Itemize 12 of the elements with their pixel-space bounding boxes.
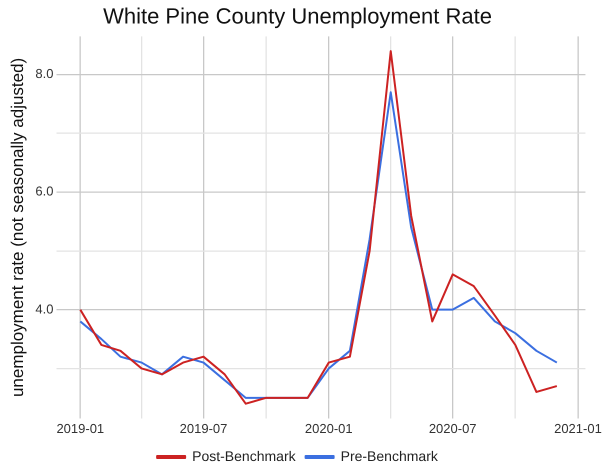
chart-title: White Pine County Unemployment Rate xyxy=(103,3,492,28)
x-tick-label: 2021-01 xyxy=(554,420,602,436)
y-tick-label: 8.0 xyxy=(35,66,54,82)
y-tick-label: 4.0 xyxy=(35,301,54,316)
x-tick-label: 2019-07 xyxy=(180,420,228,436)
y-tick-label: 6.0 xyxy=(35,184,54,199)
x-tick-label: 2019-01 xyxy=(56,420,104,436)
y-axis-title: unemployment rate (not seasonally adjusted) xyxy=(8,58,27,398)
legend-label: Post-Benchmark xyxy=(192,448,297,464)
x-tick-label: 2020-01 xyxy=(304,420,353,436)
legend-label: Pre-Benchmark xyxy=(340,448,439,464)
x-tick-label: 2020-07 xyxy=(428,420,477,436)
